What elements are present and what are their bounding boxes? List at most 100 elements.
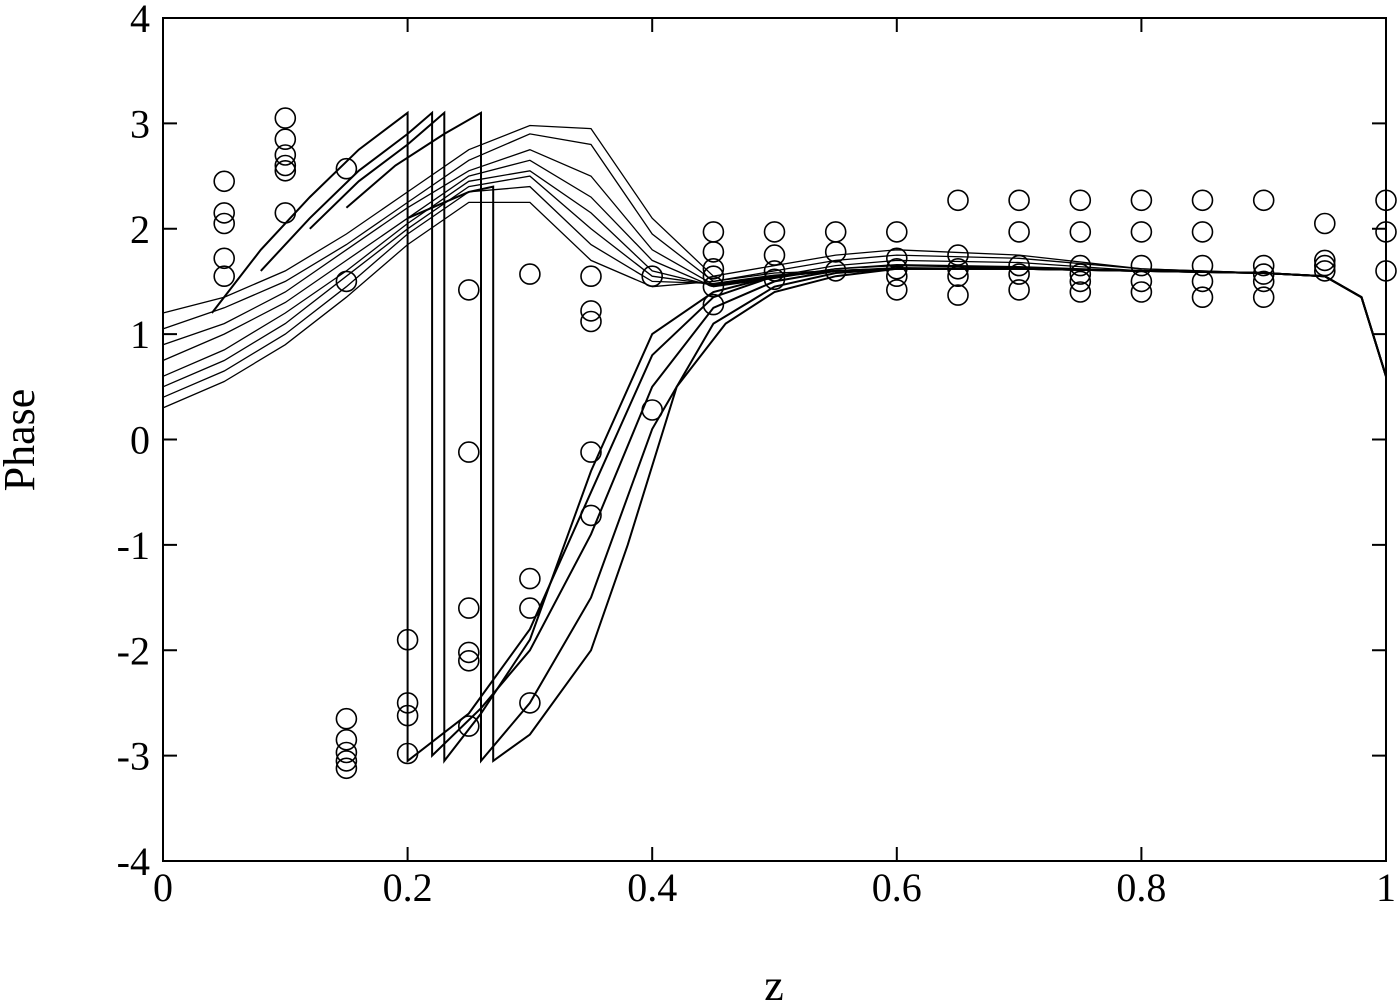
data-point-50: [824, 221, 847, 243]
data-point-85: [1252, 254, 1275, 277]
data-point-57: [885, 279, 908, 301]
data-point-58: [947, 189, 969, 212]
data-point-79: [1191, 189, 1214, 212]
x-tick-label: 0: [153, 865, 173, 910]
data-point-32: [519, 692, 541, 714]
data-point-37: [580, 504, 602, 527]
data-point-35: [580, 310, 602, 333]
data-point-53: [885, 221, 908, 243]
data-point-70: [1069, 254, 1092, 277]
data-point-30: [519, 567, 541, 590]
x-tick-label: 0.8: [1116, 865, 1166, 910]
y-tick-label: -3: [117, 734, 150, 779]
data-point-65: [1008, 254, 1030, 277]
data-point-69: [1069, 221, 1092, 243]
x-tick-label: 0.6: [872, 865, 922, 910]
data-point-12: [335, 157, 358, 180]
data-point-80: [1191, 221, 1214, 243]
data-point-52: [824, 260, 847, 282]
data-point-1: [213, 170, 235, 193]
y-tick-label: 3: [130, 101, 150, 146]
data-point-84: [1252, 189, 1275, 212]
data-point-92: [1314, 260, 1336, 282]
data-point-23: [457, 279, 480, 301]
data-point-9: [274, 154, 297, 177]
y-tick-label: -4: [117, 839, 150, 884]
data-point-71: [1069, 263, 1092, 285]
data-point-83: [1191, 286, 1214, 309]
data-point-27: [457, 649, 480, 672]
x-tick-label: 1: [1376, 865, 1396, 910]
data-point-44: [702, 275, 725, 298]
data-point-88: [1252, 286, 1275, 309]
data-point-28: [457, 715, 480, 737]
data-point-91: [1314, 254, 1336, 277]
data-point-81: [1191, 254, 1214, 277]
ticks-layer: [162, 17, 1387, 862]
data-point-76: [1130, 254, 1153, 277]
data-point-55: [885, 257, 908, 280]
data-point-34: [580, 300, 602, 322]
data-point-87: [1252, 270, 1275, 293]
y-axis-title: Phase: [0, 389, 44, 492]
data-point-40: [702, 221, 725, 243]
data-point-68: [1069, 189, 1092, 212]
curve-9: [211, 110, 1387, 763]
data-point-89: [1314, 212, 1336, 235]
data-point-64: [1008, 221, 1030, 243]
data-point-41: [702, 241, 725, 263]
data-point-36: [580, 441, 602, 463]
data-point-39: [641, 399, 664, 421]
data-point-86: [1252, 263, 1275, 285]
data-point-56: [885, 265, 908, 288]
y-tick-label: 0: [130, 418, 150, 463]
data-point-21: [396, 704, 419, 727]
data-point-7: [274, 128, 297, 150]
data-point-46: [763, 221, 786, 243]
data-point-72: [1069, 270, 1092, 293]
markers-layer: [213, 107, 1397, 780]
data-point-4: [213, 247, 235, 270]
x-tick-label: 0.4: [627, 865, 677, 910]
data-point-48: [763, 260, 786, 282]
data-point-22: [396, 742, 419, 765]
y-tick-label: -2: [117, 628, 150, 673]
curve-13: [407, 185, 1387, 763]
data-point-78: [1130, 281, 1153, 303]
y-tick-label: -1: [117, 523, 150, 568]
data-point-14: [335, 707, 358, 730]
plot-frame: [162, 17, 1387, 862]
y-tick-label: 1: [130, 312, 150, 357]
data-point-42: [702, 257, 725, 280]
data-point-43: [702, 265, 725, 288]
data-point-10: [274, 160, 297, 182]
data-point-8: [274, 144, 297, 166]
data-point-82: [1191, 270, 1214, 293]
curve-11: [309, 110, 1387, 764]
data-point-59: [947, 244, 969, 266]
data-point-63: [1008, 189, 1030, 212]
data-point-66: [1008, 263, 1030, 285]
data-point-29: [519, 263, 541, 285]
data-point-45: [702, 293, 725, 316]
data-point-16: [335, 741, 358, 764]
data-point-33: [580, 265, 602, 288]
x-axis-title: z: [764, 961, 784, 1005]
data-point-90: [1314, 249, 1336, 272]
data-point-67: [1008, 279, 1030, 301]
data-point-17: [335, 750, 358, 772]
data-point-31: [519, 597, 541, 619]
data-point-75: [1130, 221, 1153, 243]
data-point-20: [396, 692, 419, 714]
curve-12: [345, 111, 1387, 764]
data-point-38: [641, 265, 664, 288]
data-point-6: [274, 107, 297, 129]
data-point-2: [213, 202, 235, 224]
data-point-62: [947, 284, 969, 306]
data-point-77: [1130, 270, 1153, 293]
data-point-74: [1130, 189, 1153, 212]
data-point-61: [947, 265, 969, 288]
data-point-24: [457, 441, 480, 463]
data-point-15: [335, 728, 358, 751]
